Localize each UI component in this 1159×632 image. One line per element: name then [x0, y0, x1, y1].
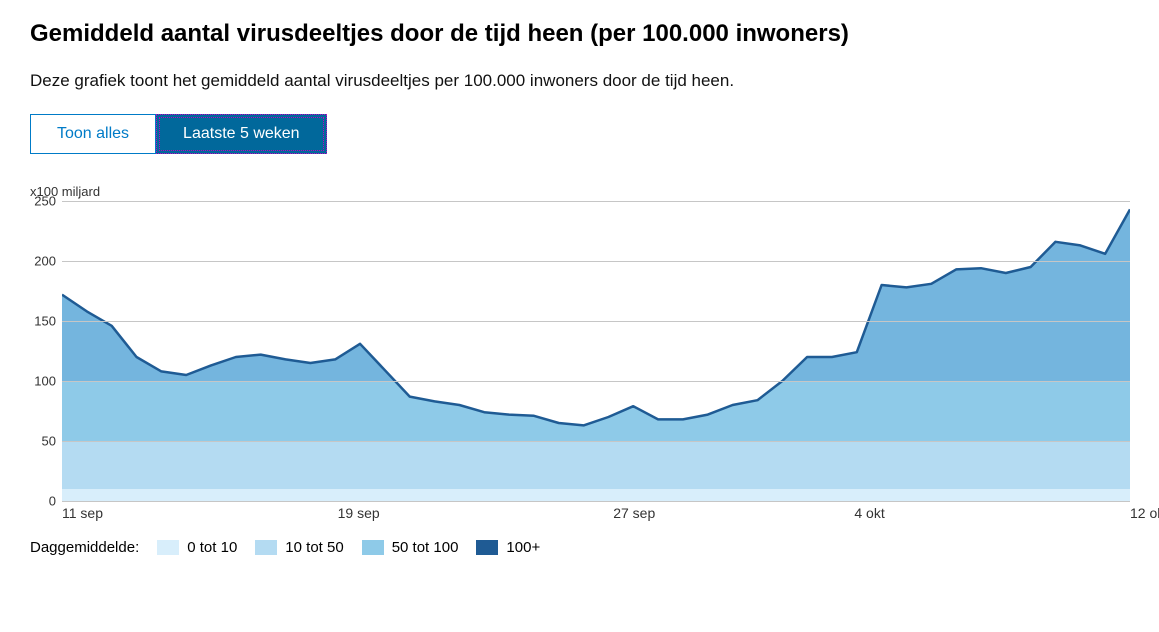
grid-line — [62, 501, 1130, 502]
x-tick-label: 4 okt — [854, 505, 884, 521]
grid-line — [62, 201, 1130, 202]
legend-title: Daggemiddelde: — [30, 539, 139, 556]
y-tick-label: 100 — [34, 373, 56, 388]
legend-item: 10 tot 50 — [255, 539, 343, 556]
tab-show-all[interactable]: Toon alles — [30, 114, 156, 154]
legend-item: 0 tot 10 — [157, 539, 237, 556]
chart-area: 050100150200250 — [30, 201, 1130, 501]
legend-label: 10 tot 50 — [285, 539, 343, 556]
y-tick-label: 50 — [42, 433, 56, 448]
legend: Daggemiddelde: 0 tot 10 10 tot 50 50 tot 1… — [30, 539, 1130, 556]
y-axis: 050100150200250 — [30, 201, 62, 501]
x-tick-label: 12 okt — [1130, 505, 1159, 521]
x-tick-label: 19 sep — [338, 505, 380, 521]
legend-item: 50 tot 100 — [362, 539, 459, 556]
area-band — [62, 441, 1130, 489]
area-band — [62, 201, 1130, 381]
chart-description: Deze grafiek toont het gemiddeld aantal … — [30, 68, 750, 94]
tab-last-5-weeks[interactable]: Laatste 5 weken — [156, 114, 327, 154]
y-axis-unit-label: x100 miljard — [30, 184, 1130, 199]
area-band — [62, 489, 1130, 501]
legend-item: 100+ — [476, 539, 540, 556]
plot-region — [62, 201, 1130, 501]
area-band — [62, 381, 1130, 441]
legend-swatch — [157, 540, 179, 555]
legend-label: 0 tot 10 — [187, 539, 237, 556]
x-axis: 11 sep19 sep27 sep4 okt12 okt — [62, 505, 1130, 527]
legend-label: 100+ — [506, 539, 540, 556]
chart-svg — [62, 201, 1130, 501]
x-tick-label: 11 sep — [62, 505, 103, 521]
grid-line — [62, 261, 1130, 262]
page-title: Gemiddeld aantal virusdeeltjes door de t… — [30, 20, 1129, 48]
y-tick-label: 200 — [34, 253, 56, 268]
y-tick-label: 250 — [34, 193, 56, 208]
legend-label: 50 tot 100 — [392, 539, 459, 556]
legend-swatch — [476, 540, 498, 555]
time-range-tabs: Toon alles Laatste 5 weken — [30, 114, 1129, 154]
y-tick-label: 0 — [49, 493, 56, 508]
grid-line — [62, 321, 1130, 322]
legend-swatch — [362, 540, 384, 555]
y-tick-label: 150 — [34, 313, 56, 328]
grid-line — [62, 381, 1130, 382]
legend-swatch — [255, 540, 277, 555]
chart-container: x100 miljard 0 50 100 150 200 250 11 sep 19 se… — [30, 184, 1130, 556]
x-tick-label: 27 sep — [613, 505, 655, 521]
grid-line — [62, 441, 1130, 442]
